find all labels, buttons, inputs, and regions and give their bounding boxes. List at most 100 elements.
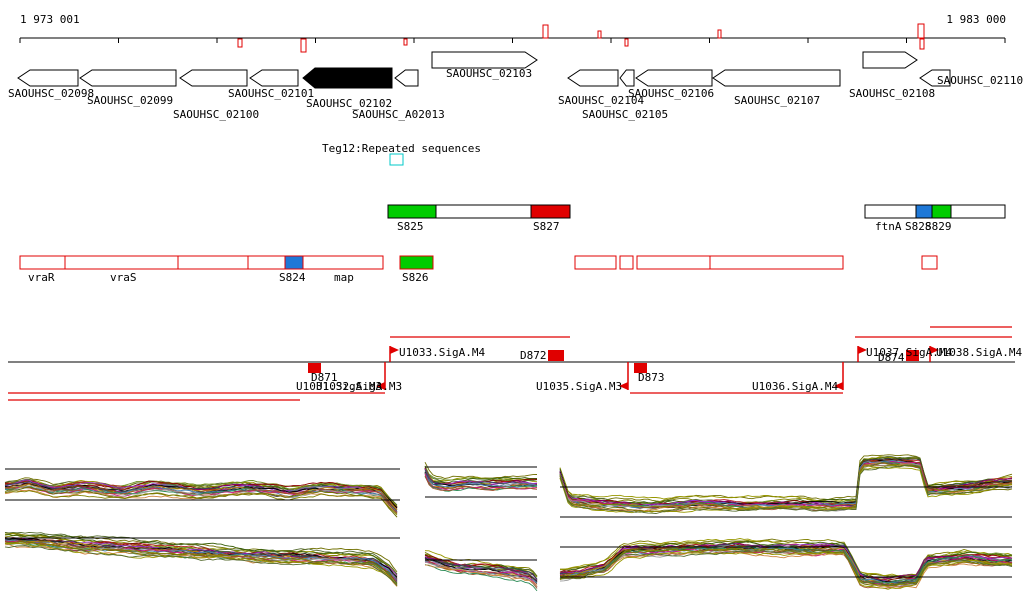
srna-label: S828 [905, 220, 932, 233]
gene-label: SAOUHSC_02107 [734, 94, 820, 107]
operon-box [636, 255, 844, 270]
gene-arrow [17, 69, 79, 87]
gene-label: SAOUHSC_02104 [558, 94, 644, 107]
tss-flag-down [619, 382, 628, 390]
gene-arrow [179, 69, 248, 87]
gene-arrow [394, 69, 419, 87]
tss-label: U1036.SigA.M4 [752, 380, 838, 393]
expression-trace [424, 558, 538, 583]
srna-segment [950, 204, 1006, 219]
gene-label: SAOUHSC_02101 [228, 87, 314, 100]
gene-arrow [862, 51, 918, 69]
ruler-repeat-mark [917, 23, 925, 39]
operon-label: S826 [402, 271, 429, 284]
ruler-repeat-mark [542, 24, 549, 39]
expression-trace [4, 542, 398, 586]
gene-label: SAOUHSC_02110 [937, 74, 1023, 87]
srna-segment [915, 204, 933, 219]
gene-label: SAOUHSC_02106 [628, 87, 714, 100]
ruler-repeat-mark [624, 38, 629, 47]
operon-colored-segment [284, 255, 304, 270]
operon-label: vraS [110, 271, 137, 284]
terminator-box [906, 350, 919, 361]
srna-segment [530, 204, 571, 219]
operon-box [619, 255, 634, 270]
srna-label: S825 [397, 220, 424, 233]
expression-trace [424, 550, 538, 578]
srna-segment [387, 204, 437, 219]
expression-trace [424, 472, 538, 488]
repeat-legend-box [389, 153, 404, 166]
ruler-repeat-mark [237, 38, 243, 48]
expression-trace [559, 549, 1013, 589]
gene-label: SAOUHSC_02102 [306, 97, 392, 110]
operon-label: vraR [28, 271, 55, 284]
expression-trace [424, 475, 538, 492]
srna-label: ftnA [875, 220, 902, 233]
expression-trace [559, 464, 1013, 514]
expression-trace [4, 481, 398, 511]
ruler-start-label: 1 973 001 [20, 13, 80, 26]
expression-trace [4, 537, 398, 576]
ruler-repeat-mark [597, 30, 602, 39]
operon-box [19, 255, 384, 270]
gene-label: SAOUHSC_02108 [849, 87, 935, 100]
tss-label: U1032.SigA.M3 [316, 380, 402, 393]
gene-arrow [249, 69, 299, 87]
repeat-legend-label: Teg12:Repeated sequences [322, 142, 481, 155]
tss-label: U1031.SigA.M3 [296, 380, 382, 393]
gene-label: SAOUHSC_02105 [582, 108, 668, 121]
expression-trace [559, 457, 1013, 505]
gene-arrow [712, 69, 841, 87]
srna-segment [435, 204, 532, 219]
terminator-box [308, 363, 321, 373]
ruler-repeat-mark [919, 38, 925, 50]
operon-label: map [334, 271, 354, 284]
gene-label: SAOUHSC_02103 [446, 67, 532, 80]
gene-label: SAOUHSC_02100 [173, 108, 259, 121]
expression-trace [424, 461, 538, 479]
expression-trace [424, 468, 538, 485]
expression-trace [424, 466, 538, 483]
srna-segment [931, 204, 952, 219]
tss-label: U1033.SigA.M4 [399, 346, 485, 359]
tss-flag-down [376, 382, 385, 390]
ruler-repeat-mark [717, 29, 722, 39]
expression-trace [424, 564, 538, 592]
srna-label: S829 [925, 220, 952, 233]
tss-label: U1038.SigA.M4 [936, 346, 1022, 359]
tss-label: U1037.SigA.M4 [866, 346, 952, 359]
expression-trace [4, 534, 398, 576]
expression-trace [4, 486, 398, 518]
ruler-end-label: 1 983 000 [946, 13, 1006, 26]
expression-trace [4, 541, 398, 587]
tss-flag-up [930, 346, 939, 354]
expression-trace [559, 461, 1013, 508]
tss-label: U1035.SigA.M3 [536, 380, 622, 393]
terminator-box [634, 363, 647, 373]
operon-box [921, 255, 938, 270]
expression-trace [4, 490, 398, 516]
tss-flag-down [834, 382, 843, 390]
expression-trace [560, 538, 1013, 579]
operon-label: S824 [279, 271, 306, 284]
tss-flag-up [858, 346, 867, 354]
expression-trace [4, 545, 398, 586]
expression-trace [424, 561, 538, 588]
srna-segment [864, 204, 917, 219]
gene-arrow [919, 69, 951, 87]
operon-box [574, 255, 617, 270]
gene-label: SAOUHSC_A02013 [352, 108, 445, 121]
tss-label: D871 [311, 371, 338, 384]
expression-trace [559, 461, 1013, 508]
expression-trace [559, 547, 1013, 587]
ruler-repeat-mark [300, 38, 307, 53]
gene-arrow [635, 69, 713, 87]
expression-trace [424, 473, 538, 489]
gene-arrow [431, 51, 538, 69]
expression-trace [425, 564, 538, 587]
tss-flag-up [390, 346, 399, 354]
gene-arrow [567, 69, 619, 87]
tss-label: D874 [878, 351, 905, 364]
